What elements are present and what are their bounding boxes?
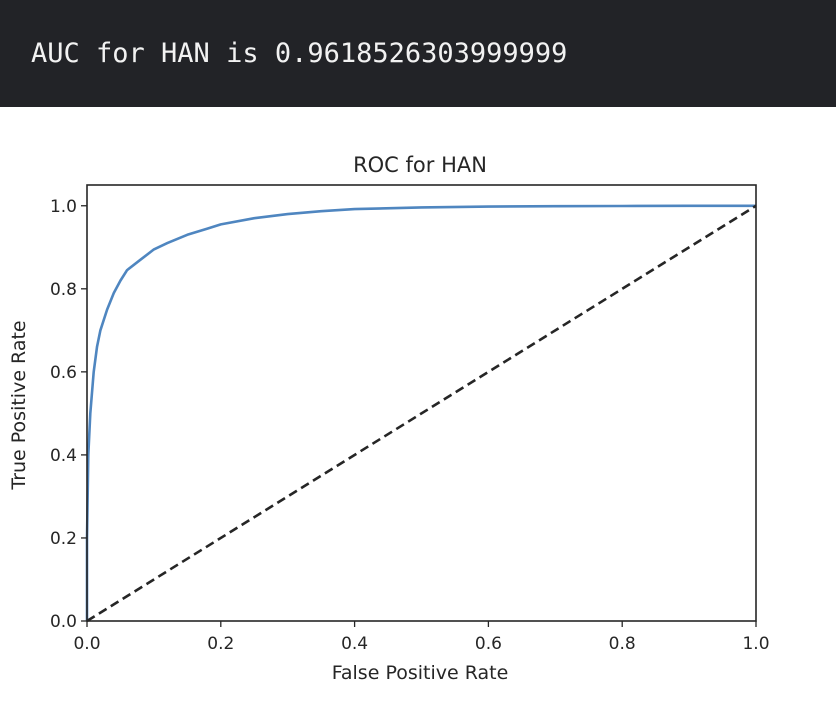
auc-output-text: AUC for HAN is 0.9618526303999999 xyxy=(31,38,568,69)
output-header: AUC for HAN is 0.9618526303999999 xyxy=(0,0,836,107)
x-tick-label: 0.8 xyxy=(609,634,636,654)
y-tick-label: 0.0 xyxy=(50,612,77,632)
y-tick-label: 0.4 xyxy=(50,446,77,466)
x-tick-label: 0.6 xyxy=(475,634,502,654)
x-tick-label: 0.4 xyxy=(341,634,368,654)
x-tick-label: 1.0 xyxy=(742,634,769,654)
chart-title: ROC for HAN xyxy=(353,153,487,177)
y-axis-label: True Positive Rate xyxy=(8,320,30,490)
y-tick-label: 1.0 xyxy=(50,197,77,217)
y-axis-ticks: 0.0 0.2 0.4 0.6 0.8 1.0 xyxy=(50,197,87,632)
diagonal-reference-line xyxy=(86,204,757,623)
plot-layer xyxy=(85,204,757,623)
x-axis-ticks: 0.0 0.2 0.4 0.6 0.8 1.0 xyxy=(73,621,770,654)
roc-curve-line xyxy=(85,204,756,621)
x-tick-label: 0.2 xyxy=(207,634,234,654)
y-tick-label: 0.2 xyxy=(50,529,77,549)
chart-area: ROC for HAN 0.0 0.2 0.4 0.6 0.8 1.0 0.0 0.2 0.4… xyxy=(0,107,836,708)
x-axis-label: False Positive Rate xyxy=(332,662,509,684)
plot-frame xyxy=(86,184,757,622)
x-tick-label: 0.0 xyxy=(73,634,100,654)
roc-chart: ROC for HAN 0.0 0.2 0.4 0.6 0.8 1.0 0.0 0.2 0.4… xyxy=(8,153,770,684)
y-tick-label: 0.8 xyxy=(50,280,77,300)
y-tick-label: 0.6 xyxy=(50,363,77,383)
